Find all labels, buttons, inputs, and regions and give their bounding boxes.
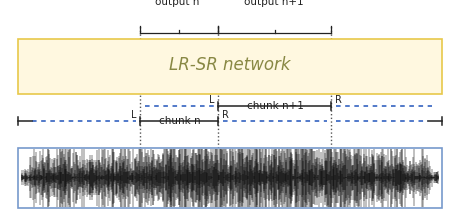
Text: chunk n: chunk n bbox=[158, 116, 200, 126]
Text: L: L bbox=[131, 110, 136, 120]
FancyBboxPatch shape bbox=[18, 39, 441, 94]
FancyBboxPatch shape bbox=[18, 148, 441, 208]
Text: L: L bbox=[209, 95, 214, 105]
Text: chunk n+1: chunk n+1 bbox=[246, 101, 303, 111]
Text: output n+1: output n+1 bbox=[243, 0, 303, 7]
Text: R: R bbox=[334, 95, 341, 105]
Text: LR-SR network: LR-SR network bbox=[169, 56, 290, 74]
Text: R: R bbox=[222, 110, 229, 120]
Text: output n: output n bbox=[155, 0, 199, 7]
